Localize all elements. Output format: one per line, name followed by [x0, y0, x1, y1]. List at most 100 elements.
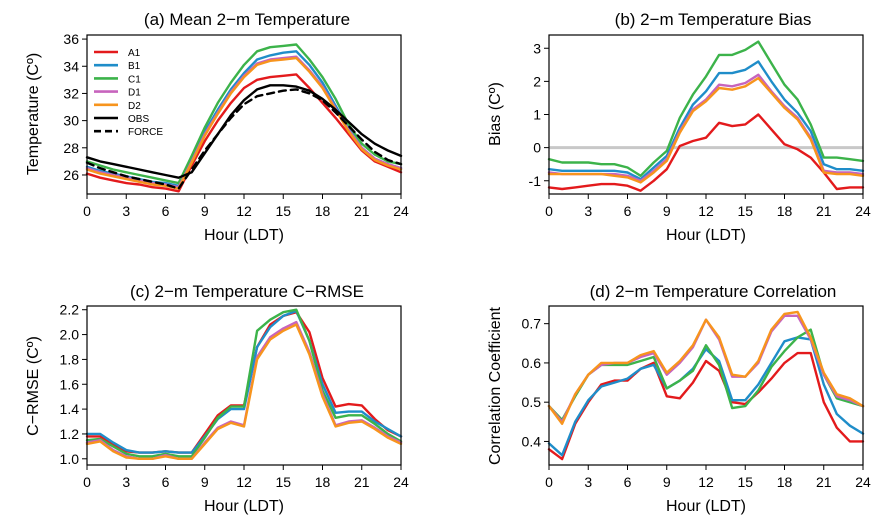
y-tick-label: 0.5 — [522, 394, 542, 410]
x-axis-label: Hour (LDT) — [204, 227, 284, 244]
x-tick-label: 24 — [393, 203, 409, 219]
y-tick-label: 1.6 — [60, 376, 80, 392]
panel-c-temperature-crmse: (c) 2−m Temperature C−RMSE 0 3 6 9 12 15 18 21 24… — [25, 282, 409, 515]
series-line-d2 — [85, 323, 403, 460]
legend-label-obs: OBS — [128, 114, 149, 125]
y-tick-label: 1.8 — [60, 351, 80, 367]
chart-title: (b) 2−m Temperature Bias — [615, 10, 812, 29]
series-line-b1 — [85, 309, 403, 454]
x-axis-label: Hour (LDT) — [204, 498, 284, 515]
series-line-c1 — [85, 43, 403, 185]
x-tick-label: 9 — [663, 203, 671, 219]
x-tick-label: 6 — [624, 474, 632, 490]
series-line-c1 — [547, 40, 865, 178]
y-axis-label: C−RMSE (Cº) — [25, 336, 42, 436]
series-line-d2 — [85, 56, 403, 190]
series-line-d1 — [85, 320, 403, 460]
x-tick-label: 6 — [162, 203, 170, 219]
plot-frame — [548, 305, 864, 466]
y-tick-label: 34 — [63, 58, 79, 74]
x-tick-label: 6 — [162, 474, 170, 490]
x-tick-label: 12 — [236, 203, 252, 219]
x-tick-label: 21 — [816, 474, 832, 490]
y-tick-label: 0.7 — [522, 316, 542, 332]
x-tick-label: 18 — [315, 474, 331, 490]
legend-label-d2: D2 — [128, 101, 141, 112]
plot-frame — [86, 305, 402, 466]
x-tick-label: 15 — [275, 474, 291, 490]
y-tick-label: 26 — [63, 167, 79, 183]
x-tick-label: 0 — [83, 203, 91, 219]
y-tick-label: 2 — [533, 73, 541, 89]
series-line-a1 — [85, 311, 403, 454]
x-axis-label: Hour (LDT) — [666, 498, 746, 515]
legend-label-d1: D1 — [128, 88, 141, 99]
x-tick-label: 12 — [698, 203, 714, 219]
series-line-a1 — [547, 113, 865, 192]
x-tick-label: 24 — [855, 474, 871, 490]
x-tick-label: 0 — [545, 474, 553, 490]
y-tick-label: -1 — [529, 173, 542, 189]
series-line-d2 — [547, 310, 865, 425]
chart-title: (d) 2−m Temperature Correlation — [590, 282, 837, 301]
legend-label-force: FORCE — [128, 127, 163, 138]
series-line-b1 — [547, 60, 865, 181]
x-tick-label: 18 — [777, 474, 793, 490]
x-tick-label: 3 — [122, 203, 130, 219]
panel-d-temperature-correlation: (d) 2−m Temperature Correlation 0 3 6 9 12 15 1… — [487, 282, 871, 515]
chart-title: (c) 2−m Temperature C−RMSE — [130, 282, 364, 301]
y-axis-label: Bias (Cº) — [487, 82, 504, 146]
x-tick-label: 18 — [777, 203, 793, 219]
legend-label-b1: B1 — [128, 61, 141, 72]
x-tick-label: 9 — [201, 474, 209, 490]
legend-label-c1: C1 — [128, 74, 141, 85]
y-tick-label: 2.0 — [60, 327, 80, 343]
series-line-d2 — [547, 76, 865, 184]
y-tick-label: 1.0 — [60, 451, 80, 467]
x-tick-label: 3 — [122, 474, 130, 490]
x-tick-label: 3 — [584, 474, 592, 490]
series-line-a1 — [85, 73, 403, 193]
y-axis-label: Correlation Coefficient — [487, 306, 504, 465]
legend: A1 B1 C1 D1 D2 OBS FORCE — [94, 48, 163, 138]
series-line-force — [85, 88, 403, 190]
legend-label-a1: A1 — [128, 48, 141, 59]
y-tick-label: 1.2 — [60, 426, 80, 442]
x-tick-label: 21 — [354, 203, 370, 219]
x-tick-label: 9 — [201, 203, 209, 219]
x-tick-label: 0 — [83, 474, 91, 490]
x-axis-label: Hour (LDT) — [666, 227, 746, 244]
x-tick-label: 12 — [698, 474, 714, 490]
y-tick-label: 2.2 — [60, 302, 80, 318]
x-tick-label: 15 — [275, 203, 291, 219]
y-tick-label: 0 — [533, 140, 541, 156]
y-tick-label: 1.4 — [60, 401, 80, 417]
y-tick-label: 1 — [533, 107, 541, 123]
x-tick-label: 0 — [545, 203, 553, 219]
x-tick-label: 12 — [236, 474, 252, 490]
x-tick-label: 6 — [624, 203, 632, 219]
y-tick-label: 0.4 — [522, 433, 542, 449]
chart-title: (a) Mean 2−m Temperature — [144, 10, 350, 29]
y-tick-label: 28 — [63, 140, 79, 156]
y-tick-label: 0.6 — [522, 355, 542, 371]
y-tick-label: 30 — [63, 113, 79, 129]
y-tick-label: 32 — [63, 85, 79, 101]
x-tick-label: 3 — [584, 203, 592, 219]
x-tick-label: 21 — [354, 474, 370, 490]
x-tick-label: 21 — [816, 203, 832, 219]
x-tick-label: 15 — [737, 474, 753, 490]
series-line-a1 — [547, 351, 865, 461]
x-tick-label: 24 — [393, 474, 409, 490]
y-tick-label: 36 — [63, 31, 79, 47]
y-axis-label: Temperature (Cº) — [25, 53, 42, 175]
x-tick-label: 9 — [663, 474, 671, 490]
series-line-c1 — [85, 308, 403, 458]
x-tick-label: 15 — [737, 203, 753, 219]
y-tick-label: 3 — [533, 40, 541, 56]
series-line-obs — [85, 84, 403, 179]
x-tick-label: 24 — [855, 203, 871, 219]
